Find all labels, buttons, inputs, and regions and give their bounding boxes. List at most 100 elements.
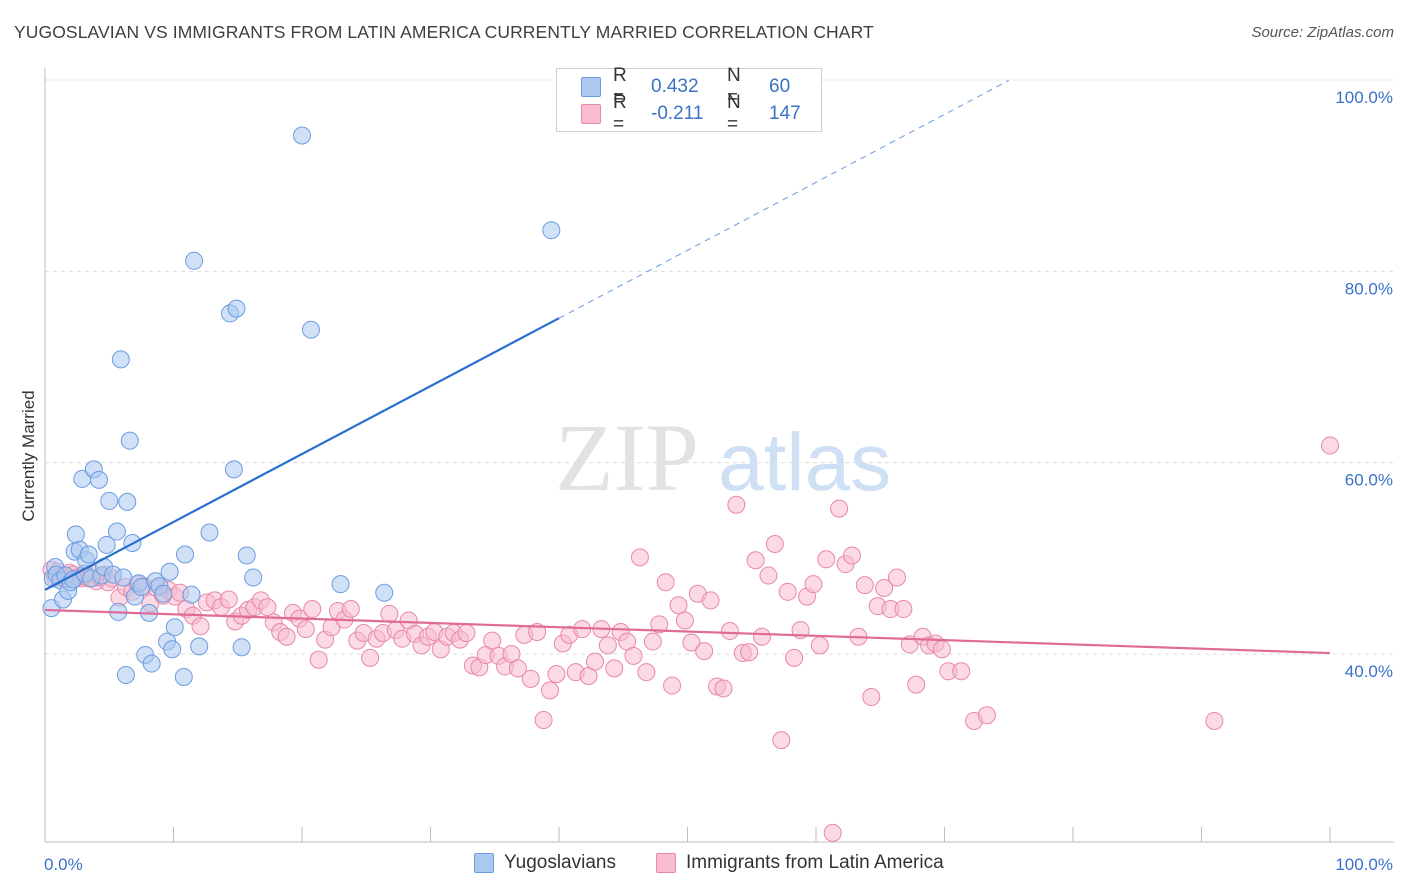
x-tick-label: 0.0% [44, 855, 83, 874]
legend-item-yugoslavians: Yugoslavians [474, 852, 616, 874]
pink-point [785, 648, 804, 667]
legend-label-latin-america: Immigrants from Latin America [686, 852, 944, 873]
pink-point [823, 823, 842, 842]
legend-n-value: 147 [769, 103, 801, 124]
trend-lines [44, 80, 1331, 655]
blue-point [160, 562, 179, 581]
blue-point [190, 637, 209, 656]
pink-point [830, 499, 849, 518]
blue-point [301, 320, 320, 339]
pink-point [727, 495, 746, 514]
blue-point [542, 221, 561, 240]
pink-point [759, 566, 778, 585]
pink-point [720, 622, 739, 641]
blue-point [293, 126, 311, 145]
blue-point [375, 583, 394, 602]
pink-point [778, 582, 797, 601]
chart-title: YUGOSLAVIAN VS IMMIGRANTS FROM LATIN AME… [14, 22, 874, 42]
pink-point [669, 596, 688, 615]
pink-point [341, 600, 360, 619]
pink-point [191, 617, 210, 636]
legend-n-value: 60 [769, 76, 791, 97]
pink-point [483, 631, 502, 650]
blue-point [244, 568, 263, 587]
blue-point [79, 545, 98, 564]
watermark-zip: ZIP [555, 404, 699, 511]
blue-series-points [42, 126, 561, 686]
pink-point [309, 650, 328, 669]
pink-point [663, 676, 682, 695]
pink-point [932, 640, 951, 659]
legend-n-label: N = [727, 92, 741, 135]
blue-point [97, 535, 116, 554]
blue-point [227, 299, 246, 318]
pink-point [894, 600, 913, 619]
y-axis-label: Currently Married [19, 390, 38, 521]
blue-point [237, 546, 256, 565]
legend-r-label: R = [613, 65, 627, 108]
pink-point [740, 643, 759, 662]
pink-point [258, 598, 277, 617]
blue-point [89, 470, 108, 489]
pink-point [650, 615, 669, 634]
y-tick-label: 80.0% [1345, 279, 1393, 298]
pink-point [547, 665, 566, 684]
blue-point [165, 618, 184, 637]
blue-point [66, 525, 85, 544]
pink-point [528, 622, 547, 641]
pink-point [624, 646, 643, 665]
pink-point [695, 642, 714, 661]
pink-point [772, 731, 791, 750]
pink-point [1205, 711, 1224, 730]
pink-point [605, 659, 624, 678]
pink-point [842, 546, 861, 565]
pink-point [380, 604, 399, 623]
blue-point [107, 522, 126, 541]
legend-r-value: 0.432 [651, 76, 699, 97]
pink-point [875, 578, 894, 597]
blue-point [232, 638, 251, 657]
legend-n-label: N = [727, 65, 741, 108]
legend-swatch-pink [656, 853, 676, 873]
pink-point [862, 688, 881, 707]
blue-point [174, 667, 193, 686]
x-tick-label: 100.0% [1335, 855, 1393, 874]
y-tick-label: 40.0% [1345, 662, 1393, 681]
legend-swatch-blue [474, 853, 494, 873]
legend-r-value: -0.211 [651, 103, 704, 124]
blue-point [100, 491, 119, 510]
pink-point [977, 706, 996, 725]
blue-point [176, 545, 195, 564]
legend-r-label: R = [613, 92, 627, 135]
pink-point [952, 662, 971, 681]
pink-point [219, 590, 238, 609]
blue-point [182, 585, 201, 604]
y-tick-label: 100.0% [1335, 88, 1393, 107]
pink-point [521, 669, 540, 688]
axes [44, 68, 1394, 843]
blue-point [331, 575, 350, 594]
blue-point [200, 523, 219, 542]
source-label: Source: ZipAtlas.com [1251, 24, 1394, 41]
blue-trend-line [44, 317, 560, 591]
blue-point [163, 640, 182, 659]
pink-point [907, 675, 926, 694]
watermark: ZIP atlas [555, 404, 891, 511]
blue-point [116, 666, 135, 685]
pink-point [637, 663, 656, 682]
pink-point [746, 551, 765, 570]
pink-point [701, 591, 720, 610]
blue-trend-extension [558, 80, 1009, 319]
tick-labels: 40.0% 60.0% 80.0% 100.0% 0.0% 100.0% [44, 88, 1393, 874]
pink-point [643, 632, 662, 651]
watermark-atlas: atlas [718, 417, 891, 508]
blue-point [111, 350, 130, 369]
legend-item-latin-america: Immigrants from Latin America [656, 852, 944, 874]
blue-point [224, 460, 243, 479]
y-tick-label: 60.0% [1345, 471, 1393, 490]
pink-point [753, 627, 772, 646]
blue-point [142, 654, 161, 673]
legend-label-yugoslavians: Yugoslavians [504, 852, 616, 873]
pink-point [457, 623, 476, 642]
